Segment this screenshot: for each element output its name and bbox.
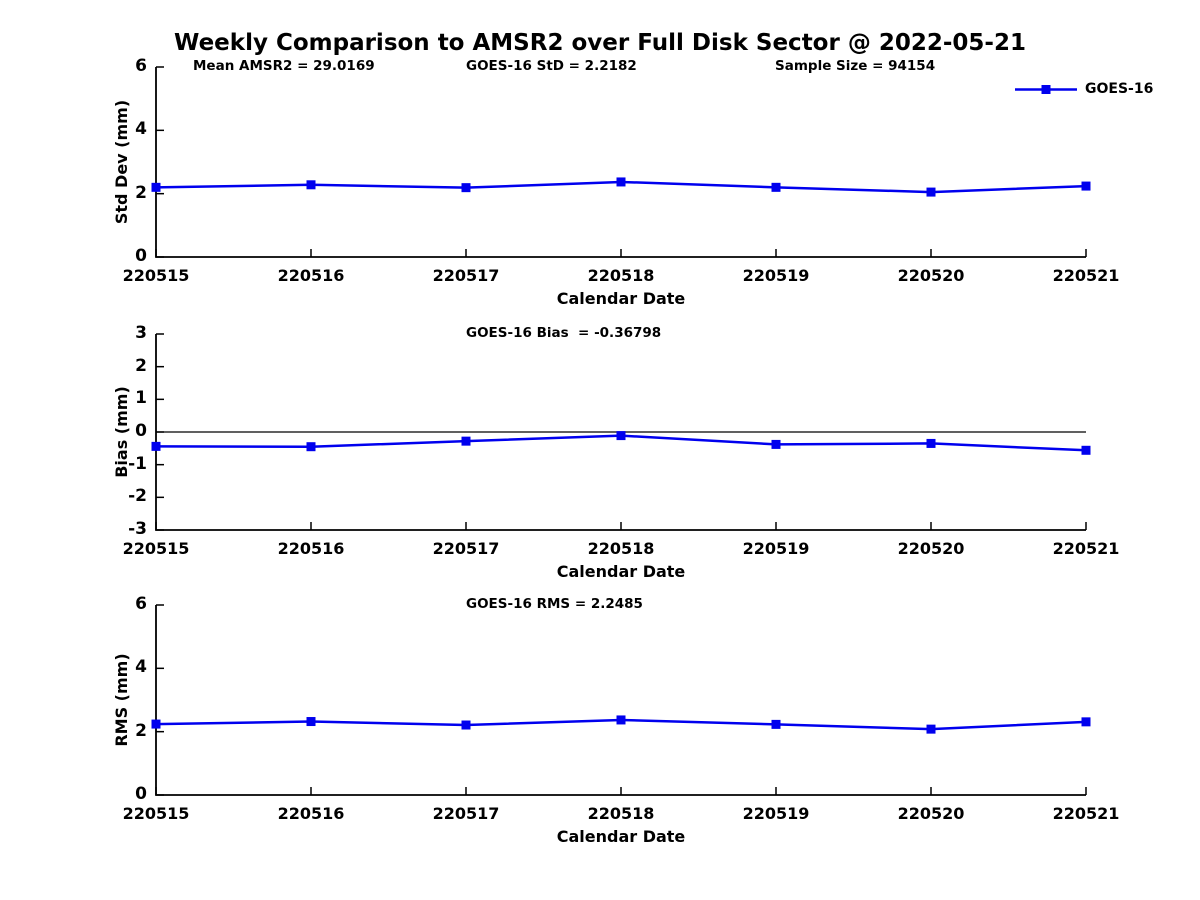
stat-annotation: GOES-16 RMS = 2.2485 [466, 596, 643, 612]
data-point-marker [306, 442, 316, 452]
axis-spines [155, 67, 1086, 258]
stat-annotation: Mean AMSR2 = 29.0169 [193, 58, 375, 74]
data-point-marker [151, 719, 161, 729]
x-tick-label: 220516 [277, 804, 345, 823]
data-point-marker [926, 724, 936, 734]
x-tick-label: 220519 [742, 804, 810, 823]
legend-marker-sample [1041, 85, 1051, 94]
x-tick-label: 220516 [277, 539, 345, 558]
data-point-marker [461, 436, 471, 446]
stat-annotation: GOES-16 StD = 2.2182 [466, 58, 637, 74]
x-tick-label: 220515 [122, 539, 190, 558]
chart-title: Weekly Comparison to AMSR2 over Full Dis… [174, 30, 1026, 56]
data-point-marker [616, 177, 626, 187]
legend-entry-label: GOES-16 [1085, 81, 1154, 97]
y-axis-label: Std Dev (mm) [112, 99, 131, 225]
y-axis-label: RMS (mm) [112, 653, 131, 747]
y-tick-label: 0 [135, 246, 147, 266]
data-point-marker [461, 720, 471, 730]
y-tick-label: 2 [135, 720, 147, 741]
data-point-marker [151, 441, 161, 451]
y-axis-label: Bias (mm) [112, 386, 131, 478]
x-tick-label: 220521 [1052, 266, 1120, 285]
data-point-marker [771, 182, 781, 192]
y-tick-label: -1 [128, 453, 147, 474]
x-tick-label: 220520 [897, 804, 965, 823]
y-tick-label: 0 [135, 784, 147, 804]
y-tick-label: 6 [135, 594, 147, 614]
y-tick-label: 4 [135, 119, 147, 140]
stat-annotation: GOES-16 Bias = -0.36798 [466, 325, 662, 341]
x-tick-label: 220519 [742, 266, 810, 285]
x-tick-label: 220517 [432, 804, 500, 823]
x-tick-label: 220515 [122, 266, 190, 285]
x-tick-label: 220515 [122, 804, 190, 823]
x-axis-label: Calendar Date [556, 827, 686, 846]
x-tick-label: 220520 [897, 266, 965, 285]
data-point-marker [151, 182, 161, 192]
y-tick-label: -3 [128, 519, 147, 539]
x-tick-label: 220517 [432, 539, 500, 558]
data-point-marker [306, 717, 316, 727]
y-tick-label: 1 [135, 388, 147, 409]
axis-spines [155, 605, 1086, 796]
x-tick-label: 220519 [742, 539, 810, 558]
y-tick-label: 2 [135, 355, 147, 376]
data-point-marker [1081, 445, 1091, 455]
data-point-marker [926, 438, 936, 448]
y-tick-label: 3 [135, 323, 147, 343]
y-tick-label: 6 [135, 56, 147, 76]
x-tick-label: 220517 [432, 266, 500, 285]
data-point-marker [616, 715, 626, 725]
x-tick-label: 220518 [587, 804, 655, 823]
data-point-marker [1081, 181, 1091, 191]
data-point-marker [771, 439, 781, 449]
data-point-marker [616, 431, 626, 441]
x-axis-label: Calendar Date [556, 289, 686, 308]
x-tick-label: 220518 [587, 266, 655, 285]
data-point-marker [771, 719, 781, 729]
data-point-marker [1081, 717, 1091, 727]
x-tick-label: 220518 [587, 539, 655, 558]
data-point-marker [926, 187, 936, 197]
y-tick-label: -2 [128, 486, 147, 507]
y-tick-label: 2 [135, 182, 147, 203]
x-tick-label: 220521 [1052, 804, 1120, 823]
data-point-marker [461, 183, 471, 193]
y-tick-label: 0 [135, 421, 147, 441]
data-point-marker [306, 180, 316, 190]
stat-annotation: Sample Size = 94154 [775, 58, 936, 74]
x-axis-label: Calendar Date [556, 562, 686, 581]
x-tick-label: 220521 [1052, 539, 1120, 558]
y-tick-label: 4 [135, 657, 147, 678]
x-tick-label: 220516 [277, 266, 345, 285]
x-tick-label: 220520 [897, 539, 965, 558]
